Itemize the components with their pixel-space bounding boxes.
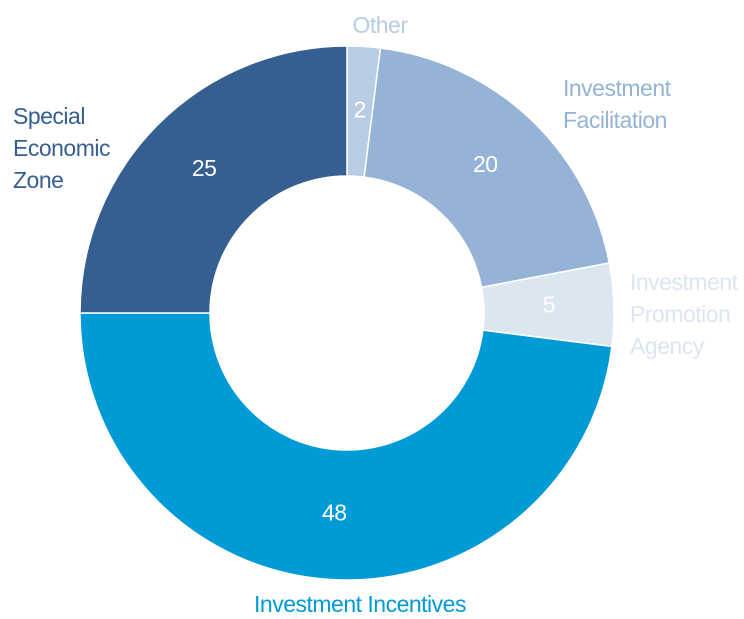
category-label: Other xyxy=(352,12,408,38)
category-label: Investment Incentives xyxy=(254,591,466,617)
donut-slice xyxy=(79,45,348,314)
value-label: 20 xyxy=(473,151,498,177)
label-line: Investment Incentives xyxy=(254,591,466,617)
label-line: Promotion xyxy=(630,301,730,327)
donut-slice xyxy=(363,47,611,289)
value-label: 48 xyxy=(322,500,347,526)
label-line: Special xyxy=(13,103,85,129)
label-line: Agency xyxy=(630,333,705,359)
label-line: Investment xyxy=(630,269,739,295)
donut-slice xyxy=(79,312,613,581)
label-line: Investment xyxy=(563,75,672,101)
label-line: Economic xyxy=(13,135,110,161)
label-line: Zone xyxy=(13,167,63,193)
label-line: Facilitation xyxy=(563,107,667,133)
label-line: Other xyxy=(352,12,408,38)
value-label: 2 xyxy=(354,96,366,122)
category-label: Investment Promotion Agency xyxy=(630,269,739,359)
value-label: 5 xyxy=(543,292,555,318)
category-label: Investment Facilitation xyxy=(563,75,672,133)
category-label: Special Economic Zone xyxy=(13,103,110,193)
value-label: 25 xyxy=(192,155,217,181)
